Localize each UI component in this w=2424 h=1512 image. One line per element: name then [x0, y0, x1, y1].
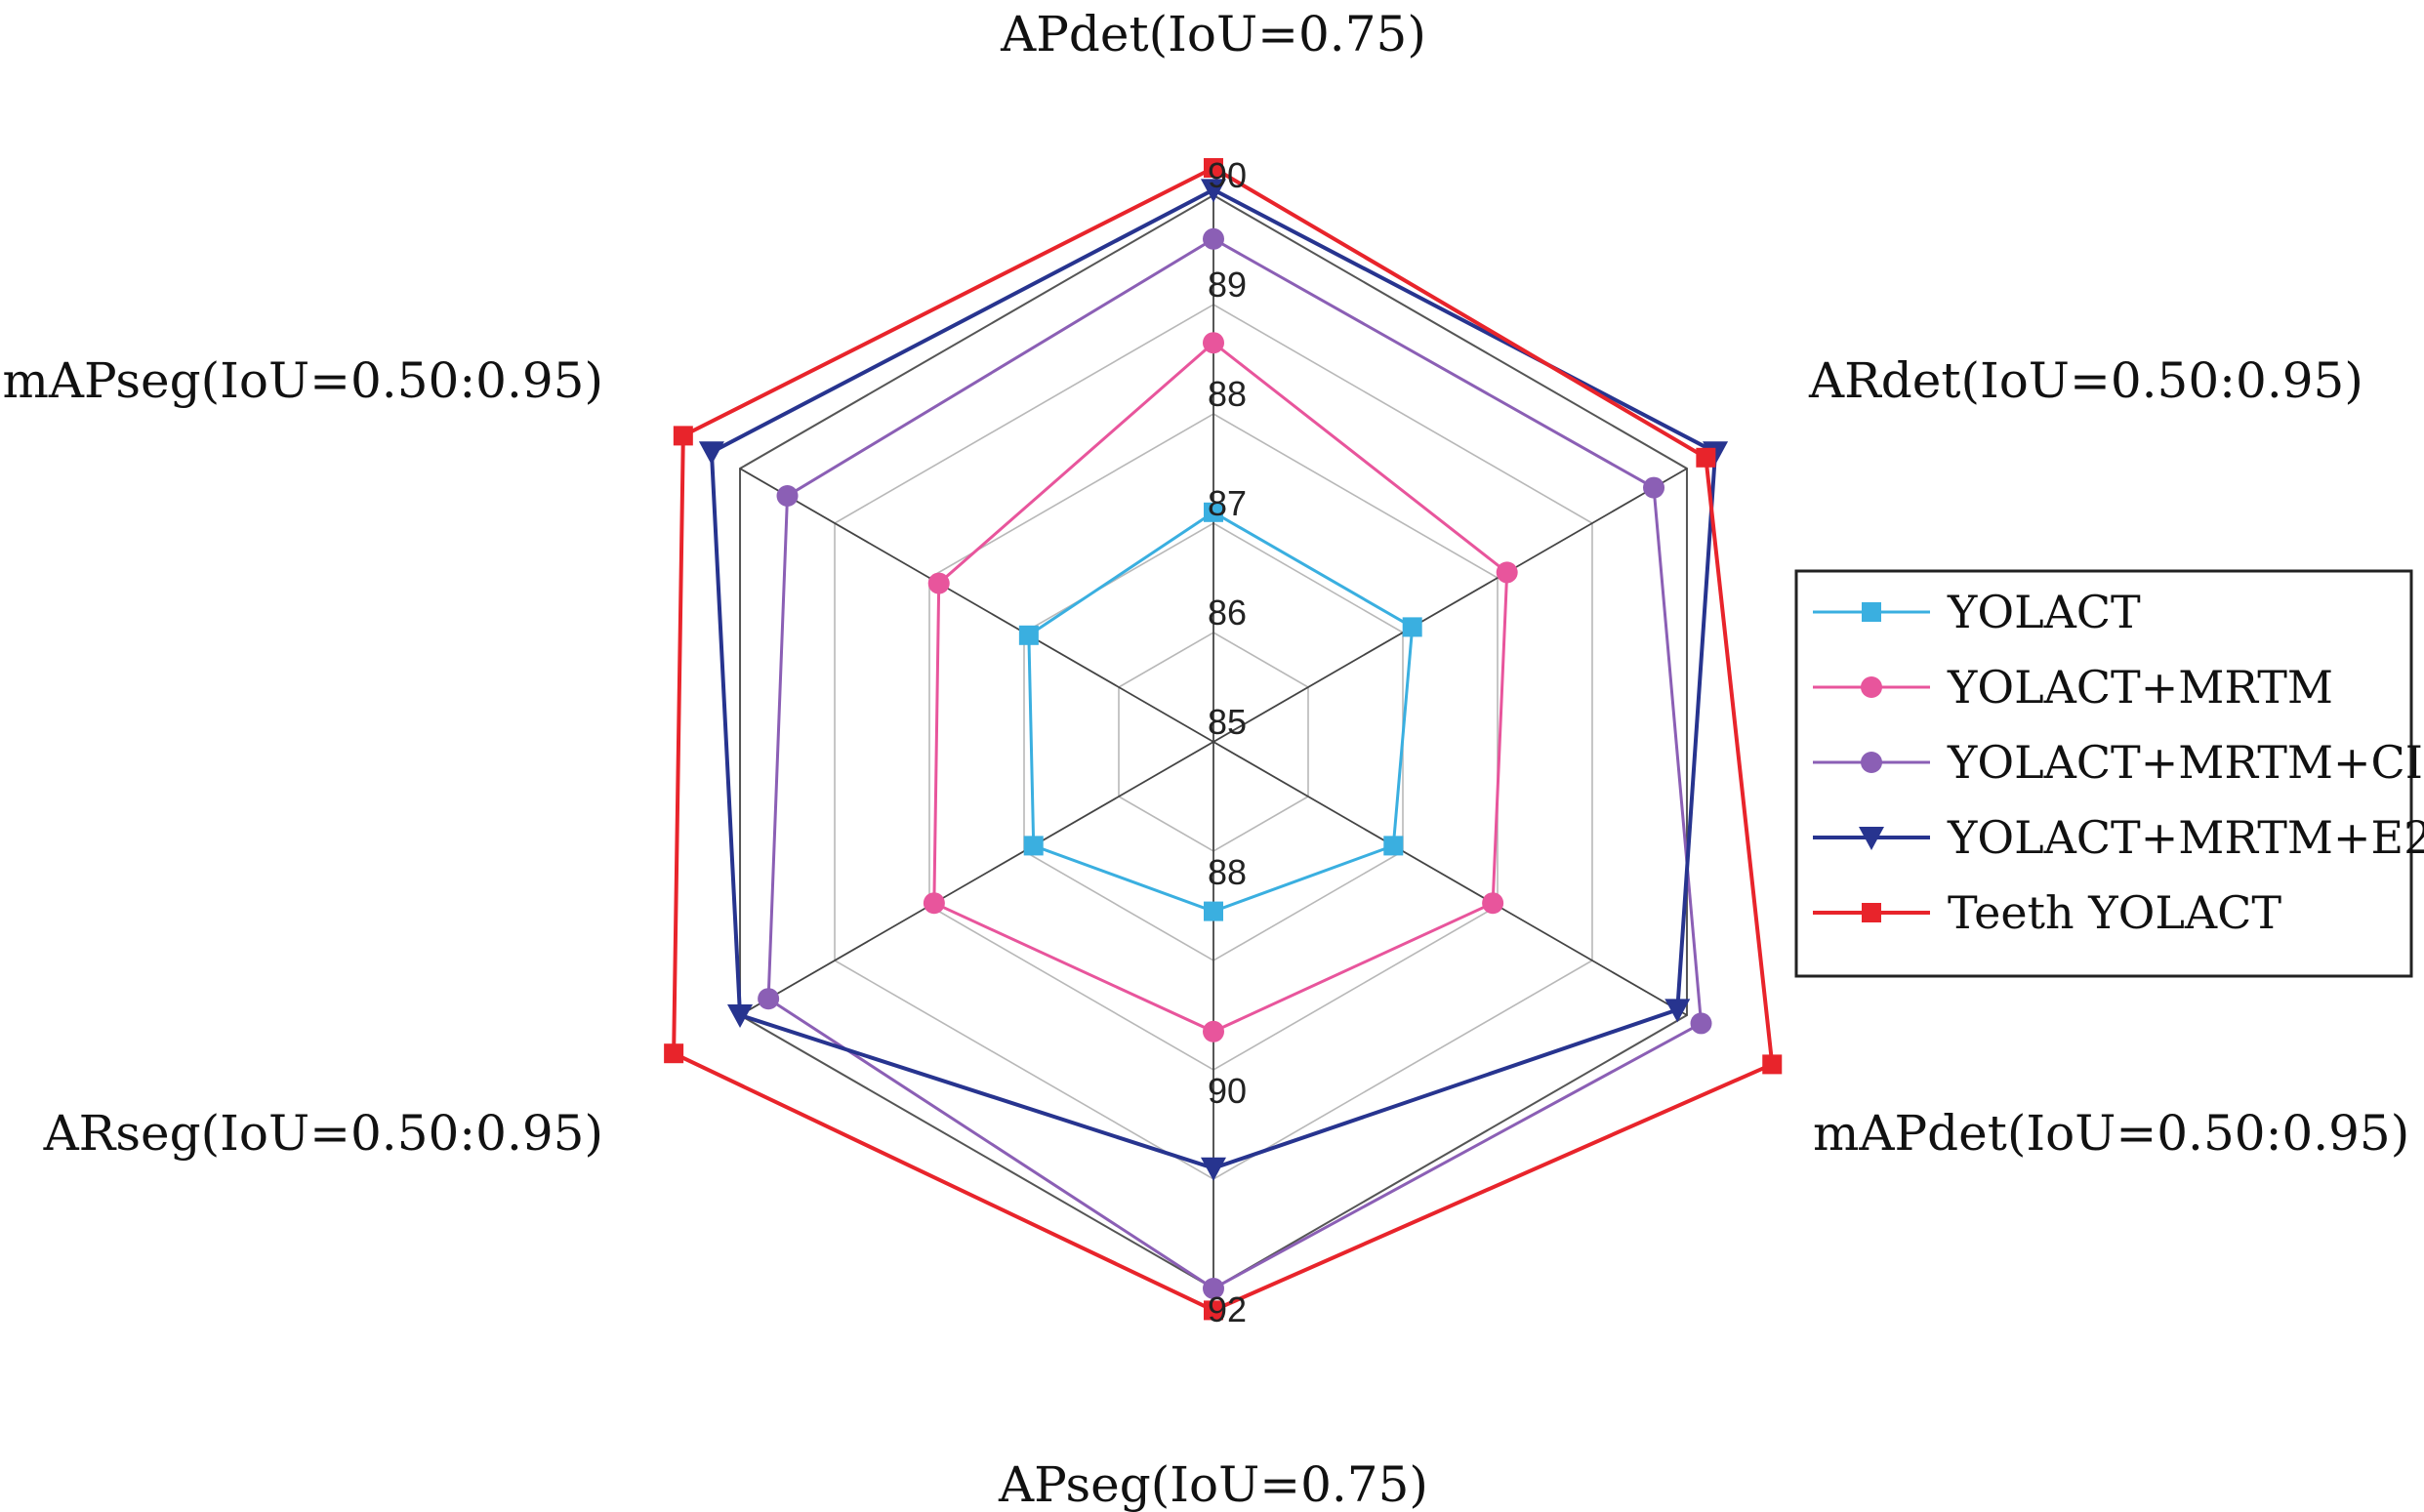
series-0-point-5 [1018, 625, 1039, 645]
series-2-point-4 [758, 988, 780, 1010]
series-0-point-3 [1204, 901, 1223, 921]
series-1 [923, 332, 1518, 1042]
series-0 [1018, 502, 1422, 921]
legend-marker-2 [1861, 752, 1882, 773]
grid-spoke-5 [739, 468, 1214, 743]
series-1-point-0 [1203, 332, 1224, 354]
series-4 [664, 158, 1783, 1321]
radar-tick-labels: 85 86 87 88 89 90 88 90 92 [1208, 155, 1247, 1329]
legend-marker-4 [1862, 903, 1881, 922]
series-1-point-1 [1496, 561, 1518, 584]
tick-label-3: 88 [1208, 374, 1247, 414]
series-3-point-0 [1201, 179, 1226, 203]
series-2-point-1 [1643, 476, 1665, 499]
series-4-point-5 [673, 426, 693, 446]
axis-title-apseg: APseg(IoU=0.75) [998, 1456, 1428, 1512]
series-2-point-0 [1203, 227, 1224, 250]
series-1-point-4 [923, 892, 945, 915]
tick-label-1: 86 [1208, 593, 1247, 633]
axis-title-mapseg: mAPseg(IoU=0.50:0.95) [3, 352, 603, 409]
series-2-point-5 [776, 485, 799, 507]
series-0-point-2 [1383, 836, 1404, 856]
series-line-1 [932, 341, 1509, 1034]
series-4-point-4 [664, 1043, 684, 1064]
axis-title-mapdet: mAPdet(IoU=0.50:0.95) [1813, 1105, 2409, 1162]
series-3-point-5 [698, 441, 724, 466]
series-2-point-3 [1203, 1278, 1224, 1299]
series-3-point-3 [1201, 1157, 1226, 1181]
series-2 [758, 227, 1712, 1299]
legend-label-0: YOLACT [1947, 586, 2141, 638]
legend-item-3: YOLACT+MRTM+E2PM [1813, 811, 2424, 864]
series-3-point-4 [727, 1004, 754, 1028]
legend-frame [1794, 569, 2413, 978]
series-0-point-0 [1204, 502, 1223, 522]
legend: YOLACT YOLACT+MRTM YOLACT+MRTM+CIaM YOLACT+… [1794, 569, 2424, 978]
grid-spoke-2 [1212, 741, 1688, 1016]
legend-items: YOLACT YOLACT+MRTM YOLACT+MRTM+CIaM YOLACT+… [1813, 586, 2424, 939]
legend-label-1: YOLACT+MRTM [1947, 661, 2333, 714]
legend-label-2: YOLACT+MRTM+CIaM [1947, 736, 2424, 789]
axis-title-apdet: APdet(IoU=0.75) [1000, 6, 1426, 62]
legend-item-2: YOLACT+MRTM+CIaM [1813, 736, 2424, 789]
legend-marker-3 [1859, 827, 1884, 850]
series-0-point-1 [1402, 617, 1422, 637]
legend-label-4: Teeth YOLACT [1948, 886, 2281, 939]
series-4-point-0 [1204, 158, 1223, 178]
grid-spoke-4 [739, 741, 1214, 1016]
radar-series [664, 158, 1783, 1321]
legend-item-1: YOLACT+MRTM [1813, 661, 2333, 714]
series-1-point-5 [927, 572, 950, 594]
tick-label-7: 90 [1208, 1071, 1247, 1111]
series-4-point-3 [1204, 1300, 1223, 1321]
legend-item-4: Teeth YOLACT [1813, 886, 2281, 939]
radar-grid [739, 193, 1688, 1290]
tick-label-8: 92 [1208, 1289, 1247, 1329]
series-4-point-1 [1696, 447, 1716, 468]
legend-item-0: YOLACT [1813, 586, 2141, 638]
tick-label-4: 89 [1208, 265, 1247, 305]
axis-title-ardet: ARdet(IoU=0.50:0.95) [1808, 352, 2363, 409]
legend-marker-1 [1861, 676, 1882, 698]
series-0-point-4 [1023, 836, 1044, 856]
legend-marker-0 [1862, 602, 1881, 622]
axis-title-arseg: ARseg(IoU=0.50:0.95) [43, 1105, 603, 1162]
series-1-point-3 [1203, 1020, 1224, 1042]
tick-label-2: 87 [1208, 483, 1247, 523]
tick-label-0: 85 [1208, 702, 1247, 742]
series-1-point-2 [1482, 892, 1504, 915]
series-3-point-2 [1664, 999, 1691, 1023]
tick-label-6: 88 [1208, 852, 1247, 892]
series-4-point-2 [1762, 1054, 1783, 1075]
tick-label-5: 90 [1208, 155, 1247, 195]
series-2-point-2 [1690, 1012, 1712, 1035]
legend-label-3: YOLACT+MRTM+E2PM [1947, 811, 2424, 864]
grid-spoke-1 [1212, 468, 1688, 743]
